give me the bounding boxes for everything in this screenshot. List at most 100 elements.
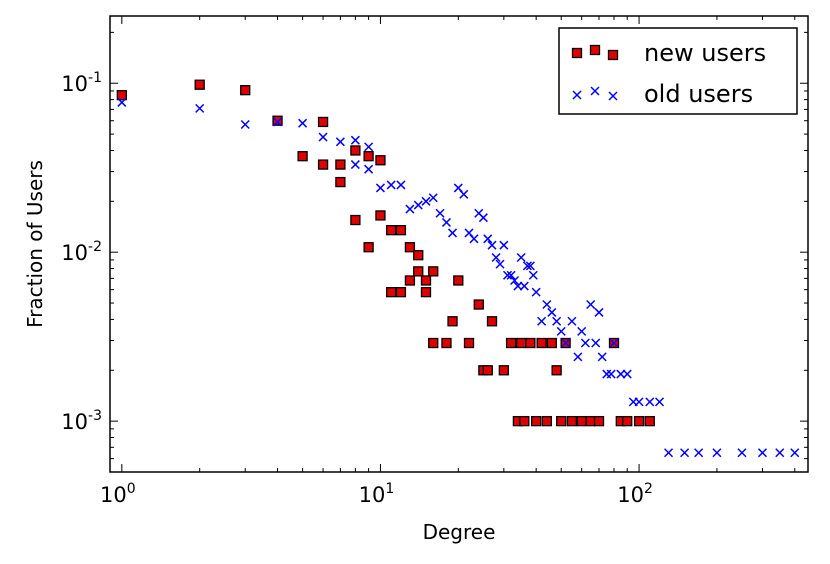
point-old-users [594,307,604,317]
point-new-users [413,266,424,277]
point-old-users [413,200,423,210]
point-old-users-stroke-b [487,240,497,250]
point-old-users [531,287,541,297]
x-tick-label: 101 [359,481,395,507]
point-old-users-stroke-b [405,204,415,214]
point-new-users [453,275,464,286]
series-old-users [117,97,800,458]
point-new-users [566,415,578,427]
point-new-users [428,337,439,349]
point-old-users-stroke-b [580,338,590,348]
point-old-users [522,261,532,271]
point-new-users [116,90,127,101]
point-old-users [552,316,562,326]
point-new-users [404,242,416,253]
point-old-users-stroke-b [396,180,406,190]
point-new-users [531,415,542,427]
point-old-users [350,160,360,170]
point-new-users [335,159,346,170]
point-new-users [297,151,308,162]
point-old-users-stroke-b [552,316,562,326]
point-old-users [606,369,616,379]
point-new-users [644,415,655,427]
point-old-users [386,180,396,190]
point-old-users-stroke-b [453,183,463,193]
point-old-users-stroke-b [516,252,526,263]
point-new-users [463,337,475,349]
point-old-users [556,326,566,336]
point-new-users [363,242,374,253]
point-old-users-stroke-b [775,448,785,458]
point-old-users [364,164,374,174]
point-old-users-stroke-b [459,189,469,199]
point-new-users [486,316,498,327]
point-old-users-stroke-b [542,299,552,310]
point-old-users [790,448,800,458]
point-old-users [240,119,250,130]
point-old-users [645,397,655,407]
y-tick-label: 10-3 [61,408,102,434]
legend: new users old users [558,27,798,115]
point-old-users-stroke-b [616,369,626,379]
point-old-users [335,137,345,147]
point-old-users [712,448,722,458]
point-new-users [441,337,452,349]
point-new-users [395,287,407,298]
legend-marker-old-users-stroke-b [572,90,582,100]
point-old-users [478,213,488,223]
point-old-users-stroke-b [318,132,328,142]
point-new-users [420,287,432,298]
point-old-users-stroke-b [547,307,557,317]
point-new-users [428,266,439,277]
point-new-users [551,365,562,376]
point-old-users [622,369,632,379]
point-old-users [561,338,571,348]
point-old-users [537,316,547,326]
point-new-users [194,79,205,90]
point-old-users [510,275,520,286]
point-new-users [585,415,596,427]
point-new-users [576,415,587,427]
point-new-users [386,287,397,298]
point-old-users [516,252,526,263]
legend-marker-new-users [589,44,601,56]
point-old-users-stroke-b [655,397,665,407]
point-new-users [473,299,484,310]
point-old-users-stroke-b [594,307,604,317]
point-old-users-stroke-b [694,448,704,458]
point-old-users [499,240,509,250]
point-old-users [757,448,767,458]
point-old-users [298,118,308,128]
point-old-users [775,448,785,458]
point-new-users [519,415,530,427]
point-old-users [655,397,665,407]
point-old-users-stroke-b [573,352,583,362]
legend-marker-old-users-stroke-b [608,91,618,101]
point-new-users [633,415,645,427]
point-old-users-stroke-b [469,234,479,244]
point-old-users [435,208,445,218]
point-old-users [542,299,552,310]
x-tick-label: 102 [617,481,653,507]
point-new-users [350,145,361,156]
point-old-users [469,234,479,244]
point-old-users-stroke-b [386,180,396,190]
point-old-users-stroke-b [790,448,800,458]
legend-box [558,27,798,115]
x-axis-ticks: 100 101 102 [100,16,796,507]
point-old-users [664,448,674,458]
point-old-users-stroke-b [491,252,501,263]
point-old-users-stroke-b [421,196,431,206]
point-old-users-stroke-b [448,228,458,238]
point-new-users [516,337,527,349]
point-new-users [482,365,493,376]
x-tick-label: 100 [100,481,136,507]
point-old-users [573,352,583,362]
point-old-users [448,228,458,238]
point-old-users [421,196,431,206]
point-old-users-stroke-b [680,448,690,458]
legend-markers-new-users [571,44,619,61]
point-new-users [622,415,633,427]
point-old-users [547,307,557,317]
point-old-users [577,326,587,336]
